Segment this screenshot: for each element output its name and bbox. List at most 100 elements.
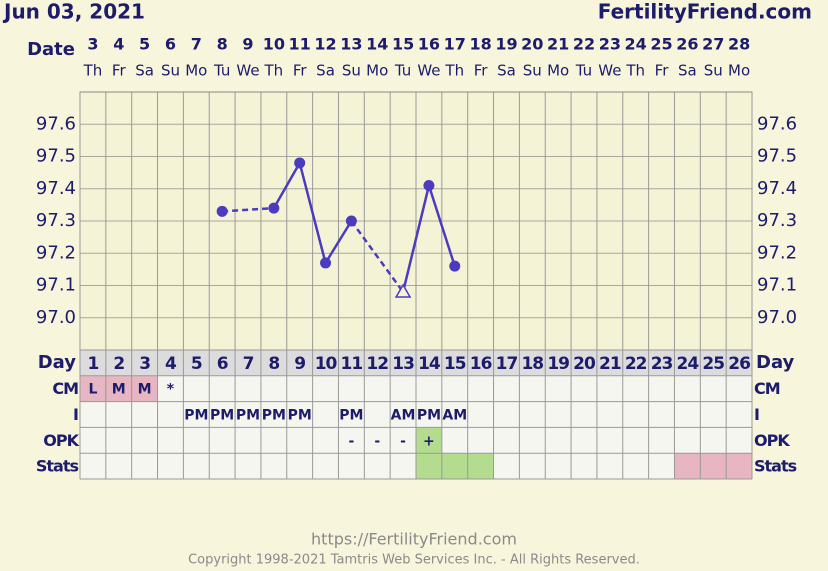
day-number: 14 xyxy=(418,354,441,374)
day-number: 8 xyxy=(268,354,279,374)
date-number: 25 xyxy=(650,35,672,54)
cell-highlight xyxy=(80,375,106,402)
date-number: 7 xyxy=(191,35,202,54)
temp-marker xyxy=(449,260,461,272)
weekday: Mo xyxy=(728,62,750,80)
cell-highlight xyxy=(131,375,158,402)
y-tick-label: 97.6 xyxy=(36,113,76,134)
weekday: Fr xyxy=(655,62,670,80)
date-number: 18 xyxy=(469,35,491,54)
cell-text: AM xyxy=(442,408,467,424)
date-number: 28 xyxy=(728,35,750,54)
weekday: We xyxy=(236,62,259,80)
cell-highlight xyxy=(105,375,132,402)
y-tick-label: 97.0 xyxy=(36,307,76,328)
day-number: 19 xyxy=(547,354,569,374)
day-number: 18 xyxy=(521,354,543,374)
y-tick-label-right: 97.2 xyxy=(757,242,797,263)
cell-highlight xyxy=(700,453,727,479)
date-number: 4 xyxy=(113,35,124,54)
y-tick-label: 97.4 xyxy=(36,178,76,199)
y-tick-label-right: 97.3 xyxy=(757,210,797,231)
date-number: 15 xyxy=(392,35,414,54)
day-number: 5 xyxy=(191,354,202,374)
row-label: CM xyxy=(52,379,78,398)
date-number: 24 xyxy=(625,35,647,54)
date-number: 26 xyxy=(676,35,698,54)
y-tick-label: 97.1 xyxy=(36,275,76,296)
date-number: 6 xyxy=(165,35,176,54)
weekday: Su xyxy=(161,62,180,80)
footer-url: https://FertilityFriend.com xyxy=(311,530,517,549)
row-label: I xyxy=(73,405,78,424)
date-number: 17 xyxy=(444,35,466,54)
date-number: 27 xyxy=(702,35,724,54)
row-label: OPK xyxy=(43,431,79,450)
date-number: 12 xyxy=(314,35,336,54)
day-number: 10 xyxy=(315,354,338,374)
cell-highlight xyxy=(726,453,752,479)
date-number: 10 xyxy=(263,35,285,54)
weekday: Fr xyxy=(293,62,308,80)
date-number: 13 xyxy=(340,35,362,54)
day-number: 17 xyxy=(496,354,518,374)
weekday: Th xyxy=(264,62,284,80)
row-label-right: Stats xyxy=(754,457,797,476)
day-number: 6 xyxy=(217,354,228,374)
temp-segment xyxy=(298,162,327,264)
cell-text: - xyxy=(348,433,354,449)
cell-highlight xyxy=(441,453,468,479)
temp-segment xyxy=(222,206,274,213)
cell-text: * xyxy=(167,382,175,398)
weekday: We xyxy=(598,62,621,80)
day-label: Day xyxy=(38,352,77,373)
cell-text: + xyxy=(423,433,435,449)
day-number: 13 xyxy=(392,354,414,374)
weekday: Tu xyxy=(213,62,230,80)
day-number: 1 xyxy=(88,354,99,374)
cell-text: M xyxy=(112,382,126,398)
weekday: We xyxy=(417,62,440,80)
day-number: 23 xyxy=(651,354,673,374)
date-label: Date xyxy=(27,39,75,60)
temp-segment xyxy=(324,220,353,264)
temp-segment xyxy=(427,185,456,267)
cell-text: - xyxy=(400,433,406,449)
day-number: 12 xyxy=(366,354,388,374)
weekday: Su xyxy=(704,62,723,80)
cell-highlight xyxy=(416,427,442,454)
cell-text: PM xyxy=(210,408,234,424)
footer-copyright: Copyright 1998-2021 Tamtris Web Services… xyxy=(188,553,640,568)
day-number: 3 xyxy=(139,354,150,374)
day-number: 21 xyxy=(599,354,621,374)
y-tick-label-right: 97.4 xyxy=(757,178,797,199)
cell-text: PM xyxy=(262,408,286,424)
date-number: 21 xyxy=(547,35,569,54)
day-number: 7 xyxy=(243,354,254,374)
day-number: 26 xyxy=(728,354,750,374)
day-number: 4 xyxy=(165,354,177,374)
day-number: 15 xyxy=(444,354,466,374)
cell-text: PM xyxy=(339,408,363,424)
weekday: Th xyxy=(444,62,464,80)
cell-text: PM xyxy=(236,408,260,424)
chart-date: Jun 03, 2021 xyxy=(2,0,145,24)
day-number: 20 xyxy=(573,354,596,374)
weekday: Sa xyxy=(678,62,697,80)
cell-highlight xyxy=(416,453,442,479)
date-number: 16 xyxy=(418,35,440,54)
weekday: Sa xyxy=(135,62,154,80)
cell-text: PM xyxy=(184,408,208,424)
date-number: 20 xyxy=(521,35,543,54)
temp-segment xyxy=(272,162,301,209)
row-label: Stats xyxy=(36,457,79,476)
date-number: 3 xyxy=(87,35,98,54)
cell-highlight xyxy=(467,453,494,479)
date-number: 9 xyxy=(242,35,253,54)
weekday: Tu xyxy=(575,62,592,80)
row-label-right: CM xyxy=(754,379,780,398)
day-number: 9 xyxy=(294,354,305,374)
day-number: 2 xyxy=(113,354,124,374)
weekday: Sa xyxy=(497,62,516,80)
temp-segment xyxy=(401,185,431,293)
